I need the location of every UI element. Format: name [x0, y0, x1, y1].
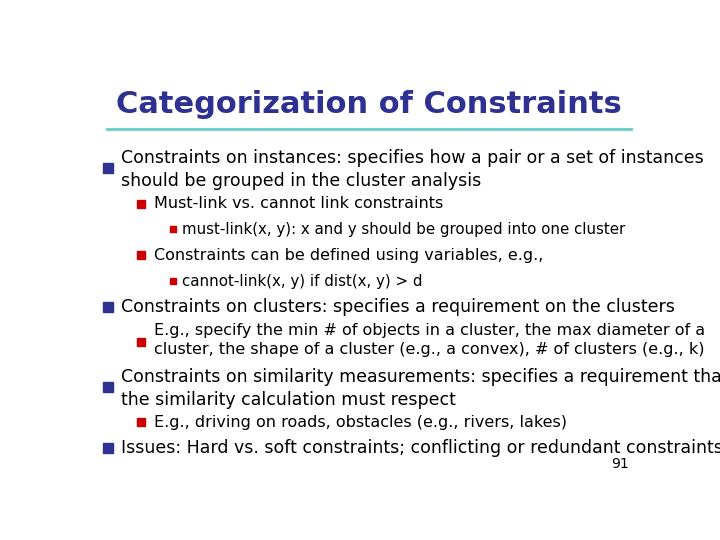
Text: Constraints on instances: specifies how a pair or a set of instances
should be g: Constraints on instances: specifies how …: [121, 149, 703, 190]
Text: cannot-link(x, y) if dist(x, y) > d: cannot-link(x, y) if dist(x, y) > d: [182, 274, 423, 288]
Text: Constraints on similarity measurements: specifies a requirement that
the similar: Constraints on similarity measurements: …: [121, 368, 720, 409]
Text: must-link(x, y): x and y should be grouped into one cluster: must-link(x, y): x and y should be group…: [182, 222, 625, 237]
Text: Constraints can be defined using variables, e.g.,: Constraints can be defined using variabl…: [154, 248, 544, 263]
Text: E.g., specify the min # of objects in a cluster, the max diameter of a
cluster, : E.g., specify the min # of objects in a …: [154, 323, 706, 357]
Text: Issues: Hard vs. soft constraints; conflicting or redundant constraints: Issues: Hard vs. soft constraints; confl…: [121, 439, 720, 457]
Text: Must-link vs. cannot link constraints: Must-link vs. cannot link constraints: [154, 196, 444, 211]
Text: Categorization of Constraints: Categorization of Constraints: [116, 90, 622, 119]
Text: Constraints on clusters: specifies a requirement on the clusters: Constraints on clusters: specifies a req…: [121, 298, 675, 316]
Text: E.g., driving on roads, obstacles (e.g., rivers, lakes): E.g., driving on roads, obstacles (e.g.,…: [154, 415, 567, 430]
Text: 91: 91: [611, 457, 629, 471]
